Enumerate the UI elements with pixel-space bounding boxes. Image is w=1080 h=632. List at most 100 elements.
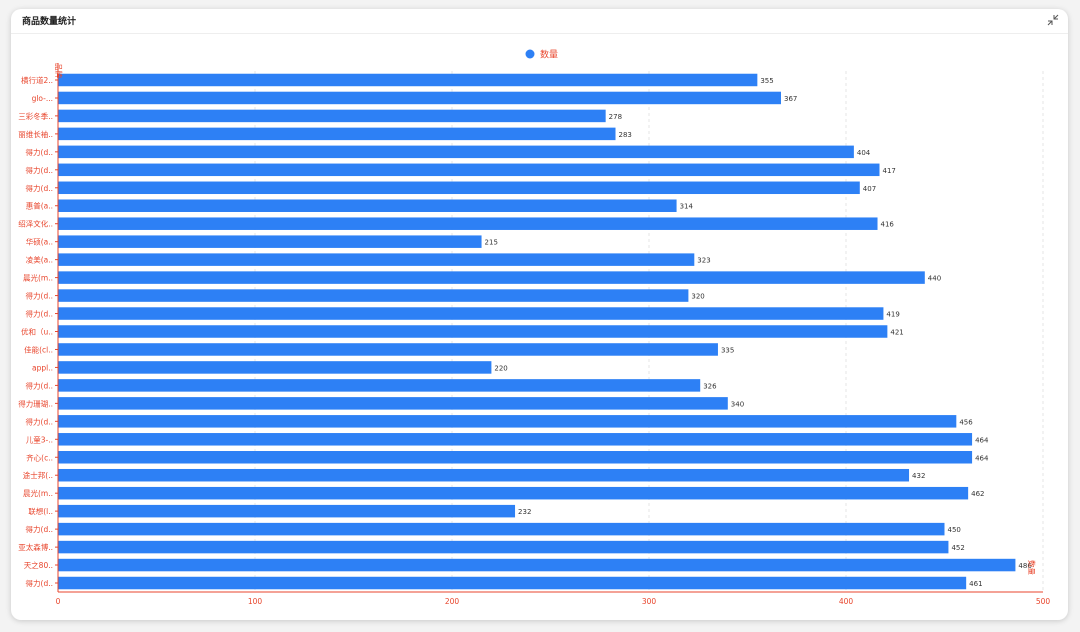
- data-label: 278: [609, 113, 622, 121]
- x-tick-label: 500: [1036, 597, 1051, 606]
- bar[interactable]: [58, 558, 1016, 572]
- category-label: 三彩冬季..: [18, 111, 53, 121]
- bar[interactable]: [58, 307, 884, 320]
- card-header: 商品数量统计: [11, 9, 1068, 34]
- data-label: 220: [494, 364, 507, 372]
- bar-chart: 355 367 278 283 404 417 407 314 416 215 323 440 320 4…: [18, 49, 1050, 607]
- category-label: 横行道2..: [21, 75, 53, 85]
- bar[interactable]: [58, 415, 957, 428]
- card-title: 商品数量统计: [22, 17, 77, 27]
- bar[interactable]: [58, 486, 969, 500]
- legend-marker[interactable]: [525, 49, 535, 59]
- legend[interactable]: 数量: [525, 49, 559, 61]
- category-label: 惠普(a..: [26, 201, 53, 211]
- category-label: 得力(d..: [26, 309, 53, 319]
- bar[interactable]: [58, 504, 516, 518]
- bar[interactable]: [58, 343, 718, 356]
- data-label: 464: [975, 436, 989, 444]
- data-label: 407: [863, 185, 876, 193]
- bar[interactable]: [58, 109, 606, 123]
- category-label: glo-...: [32, 94, 53, 103]
- category-label: appl..: [32, 363, 53, 372]
- category-label: 得力(d..: [26, 147, 53, 157]
- data-label: 452: [951, 544, 964, 552]
- data-label: 440: [928, 275, 941, 283]
- category-label: 优和（u..: [21, 327, 53, 337]
- category-label: 得力(d..: [26, 524, 53, 534]
- data-label: 461: [969, 580, 982, 588]
- category-label: 得力(d..: [26, 291, 53, 301]
- category-label: 得力珊瑚..: [18, 398, 53, 408]
- bar[interactable]: [58, 145, 854, 159]
- bar[interactable]: [58, 433, 973, 446]
- bar[interactable]: [58, 73, 758, 87]
- data-label: 462: [971, 490, 984, 498]
- data-label: 283: [619, 131, 632, 139]
- bar[interactable]: [58, 325, 888, 338]
- category-label: 佳能(cl..: [24, 344, 53, 354]
- category-label: 齐心(c..: [26, 452, 53, 462]
- bar[interactable]: [58, 361, 492, 374]
- category-label: 天之80..: [24, 560, 53, 570]
- bar[interactable]: [58, 522, 945, 536]
- category-label: 凌美(a..: [26, 255, 53, 265]
- bar[interactable]: [58, 253, 695, 266]
- data-label: 232: [518, 508, 531, 516]
- x-tick-label: 0: [56, 597, 61, 606]
- data-label: 464: [975, 454, 989, 462]
- category-label: 华硕(a..: [26, 237, 53, 247]
- data-label: 416: [881, 221, 895, 229]
- category-label: 得力(d..: [26, 578, 53, 588]
- data-label: 320: [691, 293, 704, 301]
- data-label: 367: [784, 95, 797, 103]
- collapse-arrows-icon[interactable]: [1047, 14, 1059, 26]
- data-label: 432: [912, 472, 925, 480]
- bar[interactable]: [58, 271, 925, 284]
- data-label: 421: [890, 329, 903, 337]
- y-axis-name: 品牌: [54, 63, 64, 78]
- data-label: 323: [697, 257, 710, 265]
- bar[interactable]: [58, 540, 949, 554]
- data-label: 215: [485, 239, 498, 247]
- bar[interactable]: [58, 451, 973, 464]
- bar[interactable]: [58, 217, 878, 230]
- x-tick-label: 300: [642, 597, 657, 606]
- bar[interactable]: [58, 235, 482, 248]
- legend-label[interactable]: 数量: [540, 49, 558, 61]
- bar[interactable]: [58, 91, 781, 105]
- data-label: 314: [680, 203, 694, 211]
- data-label: 419: [886, 311, 899, 319]
- data-label: 456: [959, 418, 973, 426]
- data-label: 450: [948, 526, 961, 534]
- bar[interactable]: [58, 163, 880, 177]
- bar[interactable]: [58, 181, 860, 195]
- x-tick-label: 400: [839, 597, 854, 606]
- x-axis-name: 数量: [1027, 560, 1037, 575]
- category-label: 途士邦(..: [23, 470, 53, 480]
- bar[interactable]: [58, 127, 616, 141]
- bar[interactable]: [58, 397, 728, 410]
- category-label: 晨光(m..: [23, 273, 53, 283]
- category-label: 丽维长袖..: [18, 129, 53, 139]
- data-label: 340: [731, 400, 744, 408]
- category-label: 得力(d..: [26, 165, 53, 175]
- bar[interactable]: [58, 379, 701, 392]
- bar[interactable]: [58, 576, 967, 590]
- category-label: 儿童3-..: [26, 434, 53, 444]
- category-label: 晨光(m..: [23, 488, 53, 498]
- bar[interactable]: [58, 468, 910, 482]
- data-label: 404: [857, 149, 871, 157]
- category-label: 绍泽文化..: [18, 219, 53, 229]
- category-label: 亚太森博..: [18, 542, 53, 552]
- category-label: 联想(l..: [28, 506, 53, 516]
- category-label: 得力(d..: [26, 380, 53, 390]
- chart-card: 商品数量统计 355 367 278 283 404 417 407 314 416 215 323…: [11, 9, 1068, 620]
- bar[interactable]: [58, 199, 677, 212]
- data-label: 417: [882, 167, 895, 175]
- category-label: 得力(d..: [26, 183, 53, 193]
- x-tick-label: 200: [445, 597, 460, 606]
- data-label: 486: [1018, 562, 1032, 570]
- bars: 355 367 278 283 404 417 407 314 416 215 323 440 320 4…: [58, 73, 1032, 590]
- bar[interactable]: [58, 289, 689, 302]
